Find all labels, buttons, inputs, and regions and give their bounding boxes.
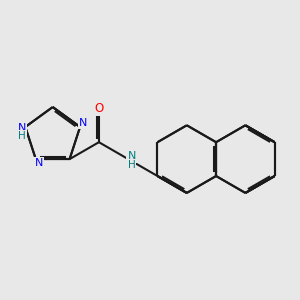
Text: N: N bbox=[35, 158, 44, 168]
Text: H: H bbox=[18, 131, 26, 141]
Text: N: N bbox=[79, 118, 87, 128]
Text: O: O bbox=[94, 102, 104, 115]
Text: N: N bbox=[128, 152, 136, 161]
Text: H: H bbox=[128, 160, 136, 170]
Text: N: N bbox=[18, 123, 26, 133]
